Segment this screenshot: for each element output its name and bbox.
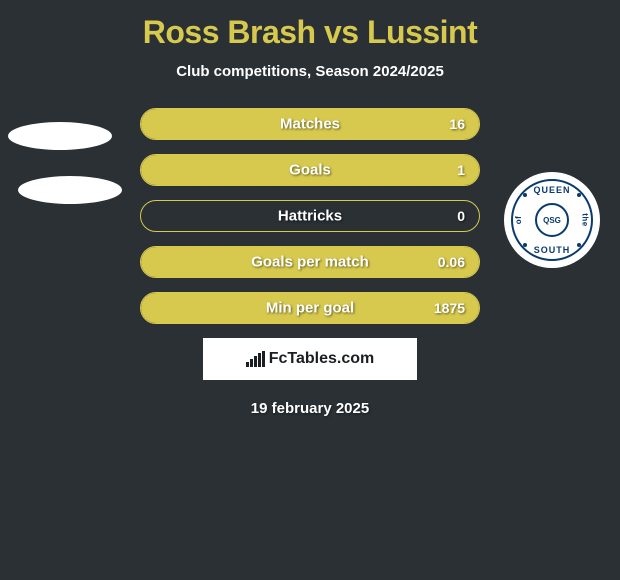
branding-box: FcTables.com xyxy=(203,338,417,380)
badge-text-top: QUEEN xyxy=(533,185,570,195)
page-title: Ross Brash vs Lussint xyxy=(0,0,620,51)
badge-text-left: of xyxy=(514,216,523,225)
chart-bars-icon xyxy=(246,351,265,367)
club-badge-ring: QUEEN SOUTH of the QSG xyxy=(511,179,593,261)
stat-label: Goals per match xyxy=(251,254,369,271)
badge-text-right: the xyxy=(580,213,589,227)
stat-value: 0.06 xyxy=(438,254,465,270)
page-subtitle: Club competitions, Season 2024/2025 xyxy=(0,63,620,80)
stat-label: Hattricks xyxy=(278,208,342,225)
stat-label: Goals xyxy=(289,162,331,179)
badge-dot xyxy=(523,193,527,197)
stat-row-goals: Goals 1 xyxy=(140,154,480,186)
stat-value: 1 xyxy=(457,162,465,178)
stat-row-matches: Matches 16 xyxy=(140,108,480,140)
stat-row-hattricks: Hattricks 0 xyxy=(140,200,480,232)
player-left-shape-1 xyxy=(8,122,112,150)
stat-label: Matches xyxy=(280,116,340,133)
branding-text: FcTables.com xyxy=(269,350,375,368)
stat-value: 16 xyxy=(449,116,465,132)
badge-text-bottom: SOUTH xyxy=(534,245,571,255)
badge-dot xyxy=(523,243,527,247)
stat-value: 1875 xyxy=(434,300,465,316)
badge-dot xyxy=(577,243,581,247)
player-left-shape-2 xyxy=(18,176,122,204)
stat-label: Min per goal xyxy=(266,300,354,317)
stat-row-goals-per-match: Goals per match 0.06 xyxy=(140,246,480,278)
stat-value: 0 xyxy=(457,208,465,224)
date-text: 19 february 2025 xyxy=(0,400,620,417)
stats-bars: Matches 16 Goals 1 Hattricks 0 Goals per… xyxy=(140,108,480,324)
club-badge: QUEEN SOUTH of the QSG xyxy=(504,172,600,268)
badge-core: QSG xyxy=(535,203,569,237)
badge-dot xyxy=(577,193,581,197)
stat-row-min-per-goal: Min per goal 1875 xyxy=(140,292,480,324)
